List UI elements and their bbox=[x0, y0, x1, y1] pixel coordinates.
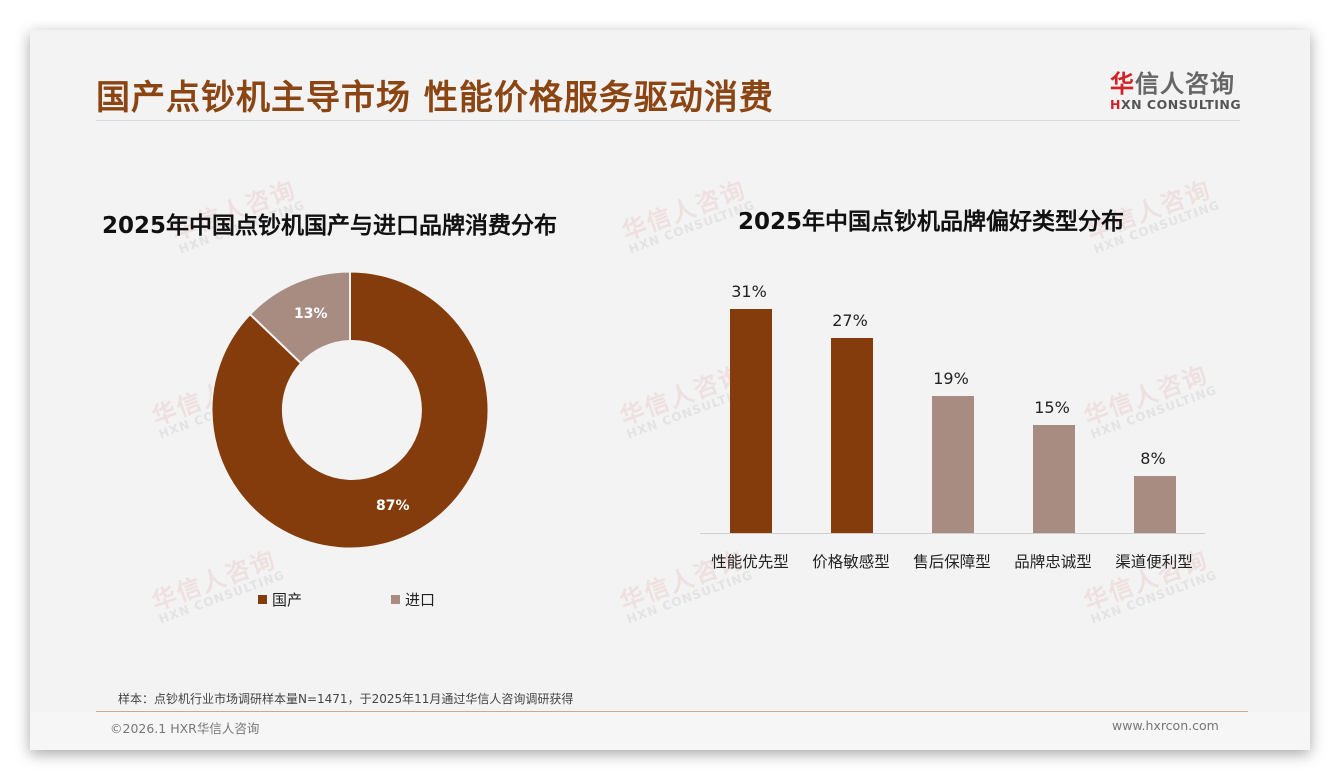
footer bbox=[30, 712, 1310, 750]
slide: 国产点钞机主导市场 性能价格服务驱动消费 华信人咨询 HXN CONSULTIN… bbox=[30, 30, 1310, 750]
donut-label-import: 13% bbox=[294, 306, 328, 322]
logo-english: HXN CONSULTING bbox=[1110, 97, 1242, 112]
bar-value: 31% bbox=[731, 282, 767, 301]
copyright: ©2026.1 HXR华信人咨询 bbox=[110, 721, 260, 736]
bar-price-sensitive[interactable] bbox=[831, 338, 873, 533]
company-logo: 华信人咨询 HXN CONSULTING bbox=[1110, 64, 1242, 112]
logo-en-rest: XN CONSULTING bbox=[1120, 97, 1242, 112]
bar-after-sales[interactable] bbox=[932, 396, 974, 533]
title-divider bbox=[96, 120, 1240, 121]
bar-value: 8% bbox=[1140, 449, 1166, 468]
logo-en-accent: H bbox=[1110, 97, 1121, 112]
legend-label-domestic: 国产 bbox=[272, 591, 303, 609]
bar-category-label: 售后保障型 bbox=[913, 553, 991, 571]
page-title: 国产点钞机主导市场 性能价格服务驱动消费 bbox=[96, 78, 774, 118]
legend-swatch-domestic bbox=[258, 595, 267, 604]
bar-chart: 31% 性能优先型 27% 价格敏感型 19% 售后保障型 15% 品牌忠诚型 … bbox=[700, 280, 1205, 610]
logo-cn-accent: 华 bbox=[1110, 70, 1135, 98]
logo-chinese: 华信人咨询 bbox=[1110, 64, 1240, 99]
bar-category-label: 价格敏感型 bbox=[812, 553, 890, 571]
legend-swatch-import bbox=[391, 595, 400, 604]
donut-chart-title: 2025年中国点钞机国产与进口品牌消费分布 bbox=[102, 213, 558, 239]
bar-brand-loyal[interactable] bbox=[1033, 425, 1075, 533]
bar-performance-first[interactable] bbox=[730, 309, 772, 533]
bar-category-label: 品牌忠诚型 bbox=[1014, 553, 1092, 571]
legend-item-import: 进口 bbox=[391, 589, 435, 610]
footer-divider bbox=[96, 711, 1248, 712]
legend-item-domestic: 国产 bbox=[258, 589, 302, 610]
bar-category-label: 性能优先型 bbox=[711, 553, 789, 571]
bar-category-label: 渠道便利型 bbox=[1115, 553, 1193, 571]
bar-value: 19% bbox=[933, 369, 969, 388]
website-link[interactable]: www.hxrcon.com bbox=[1112, 718, 1219, 733]
bar-value: 27% bbox=[832, 311, 868, 330]
donut-label-domestic: 87% bbox=[376, 498, 410, 514]
donut-slice-domestic[interactable] bbox=[210, 270, 490, 550]
donut-slice-import[interactable] bbox=[248, 270, 351, 365]
legend-label-import: 进口 bbox=[405, 591, 436, 609]
sample-note: 样本：点钞机行业市场调研样本量N=1471，于2025年11月通过华信人咨询调研… bbox=[118, 692, 574, 706]
donut-svg bbox=[210, 270, 490, 550]
bar-chart-title: 2025年中国点钞机品牌偏好类型分布 bbox=[738, 209, 1125, 235]
bar-channel-convenience[interactable] bbox=[1134, 476, 1176, 533]
logo-cn-rest: 信人咨询 bbox=[1135, 70, 1235, 98]
bar-value: 15% bbox=[1034, 398, 1070, 417]
x-axis-line bbox=[700, 533, 1205, 534]
donut-chart: 13% 87% bbox=[210, 270, 490, 550]
